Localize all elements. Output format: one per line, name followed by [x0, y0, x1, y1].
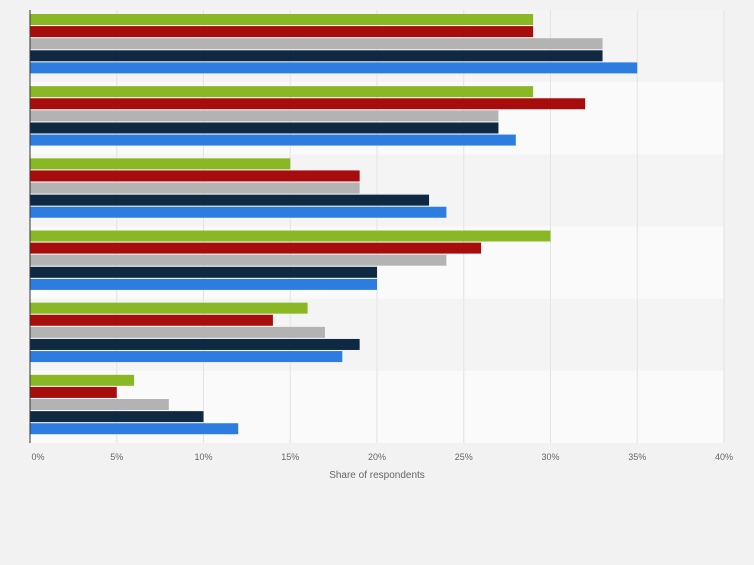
bar — [30, 86, 534, 98]
bar — [30, 374, 135, 386]
bar — [30, 266, 377, 278]
x-tick-label: 15% — [281, 452, 299, 462]
x-tick-label: 0% — [31, 452, 44, 462]
gridlines — [116, 10, 725, 443]
bar — [30, 386, 117, 398]
bar — [30, 338, 360, 350]
bar — [30, 314, 273, 326]
x-tick-label: 25% — [455, 452, 473, 462]
bar — [30, 278, 377, 290]
bar — [30, 411, 204, 423]
bar — [30, 14, 534, 25]
bar — [30, 158, 291, 170]
bar — [30, 194, 430, 206]
bar — [30, 134, 516, 146]
bar — [30, 423, 239, 435]
x-tick-label: 5% — [110, 452, 123, 462]
bar — [30, 62, 638, 74]
x-tick-label: 20% — [368, 452, 386, 462]
x-tick-label: 10% — [194, 452, 212, 462]
bar — [30, 230, 551, 242]
bar — [30, 50, 603, 62]
bar — [30, 351, 343, 363]
bar — [30, 206, 447, 218]
bar — [30, 302, 308, 314]
bar — [30, 98, 586, 110]
x-tick-label: 30% — [541, 452, 559, 462]
bars — [30, 14, 638, 435]
bar — [30, 254, 447, 266]
x-tick-label: 40% — [715, 452, 733, 462]
bar — [30, 182, 360, 194]
bar — [30, 110, 499, 122]
bar — [30, 170, 360, 182]
x-axis-title: Share of respondents — [329, 470, 425, 481]
bar — [30, 242, 482, 254]
bar — [30, 326, 325, 338]
bar — [30, 122, 499, 134]
bar — [30, 26, 534, 38]
bar — [30, 38, 603, 50]
bar — [30, 399, 169, 411]
x-axis: 0% 5% 10% 15% 20% 25% 30% 35% 40% — [29, 10, 733, 462]
x-tick-label: 35% — [628, 452, 646, 462]
